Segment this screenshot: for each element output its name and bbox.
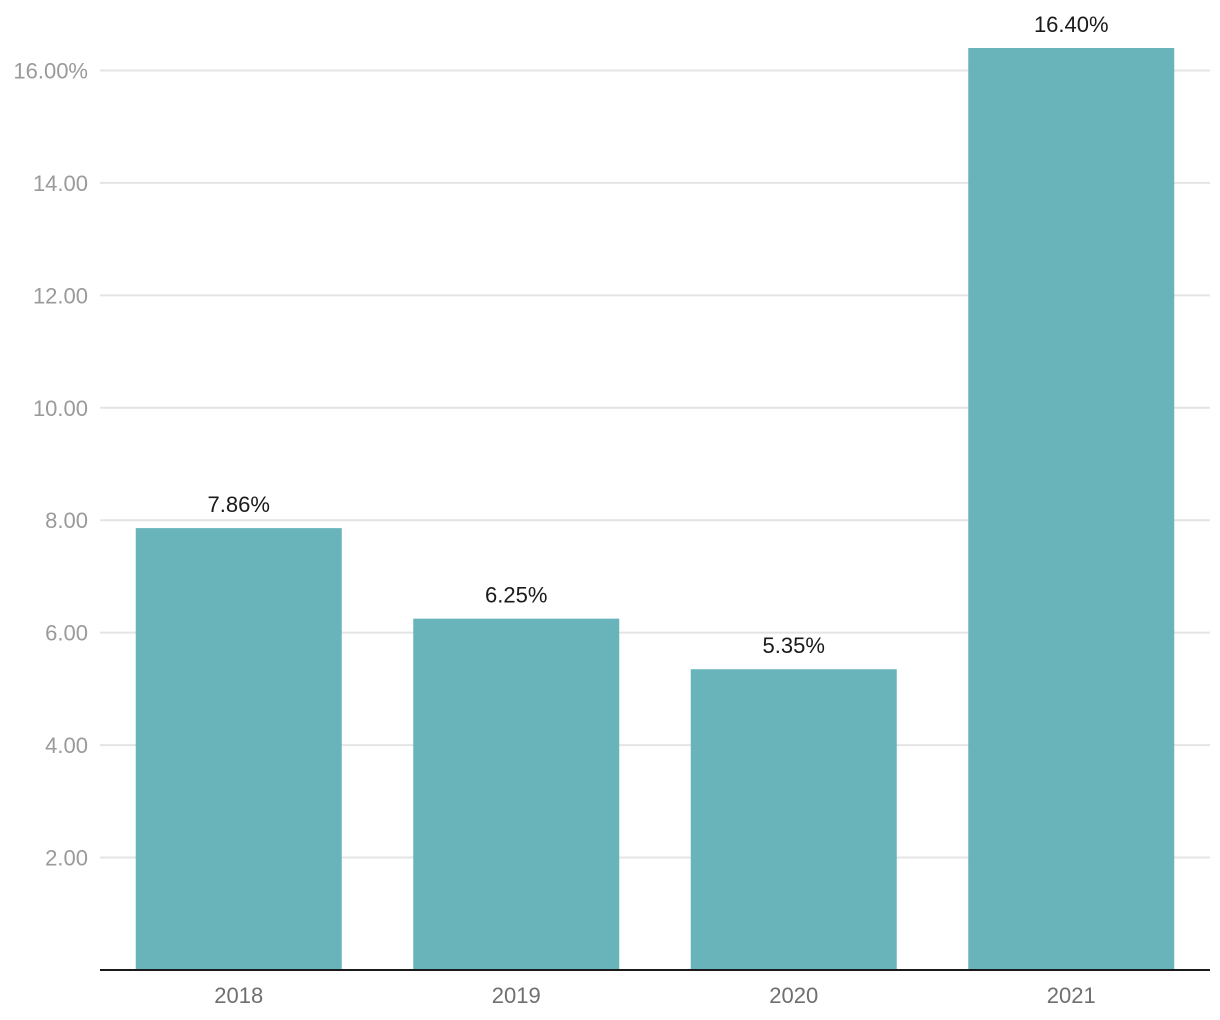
bars: [135, 48, 1175, 970]
bar-value-label: 7.86%: [208, 492, 270, 517]
x-tick-label: 2018: [214, 983, 263, 1008]
y-tick-label: 16.00%: [13, 58, 88, 83]
x-tick-label: 2019: [492, 983, 541, 1008]
bar-value-label: 16.40%: [1034, 12, 1109, 37]
bar-2019: [413, 618, 620, 970]
y-axis-tick-labels: 2.00 4.00 6.00 8.00 10.00 12.00 14.00 16.00%: [13, 58, 88, 870]
bar-value-labels: 7.86% 6.25% 5.35% 16.40%: [208, 12, 1109, 658]
bar-value-label: 5.35%: [763, 633, 825, 658]
x-tick-label: 2021: [1047, 983, 1096, 1008]
x-tick-label: 2020: [769, 983, 818, 1008]
y-tick-label: 10.00: [33, 396, 88, 421]
y-tick-label: 4.00: [45, 733, 88, 758]
x-axis-category-labels: 2018 2019 2020 2021: [214, 983, 1095, 1008]
y-tick-label: 14.00: [33, 171, 88, 196]
bar-value-label: 6.25%: [485, 583, 547, 608]
y-tick-label: 2.00: [45, 846, 88, 871]
y-tick-label: 6.00: [45, 621, 88, 646]
bar-2018: [135, 528, 342, 970]
y-tick-label: 12.00: [33, 283, 88, 308]
y-tick-label: 8.00: [45, 508, 88, 533]
bar-2020: [690, 669, 897, 970]
bar-2021: [968, 48, 1175, 970]
